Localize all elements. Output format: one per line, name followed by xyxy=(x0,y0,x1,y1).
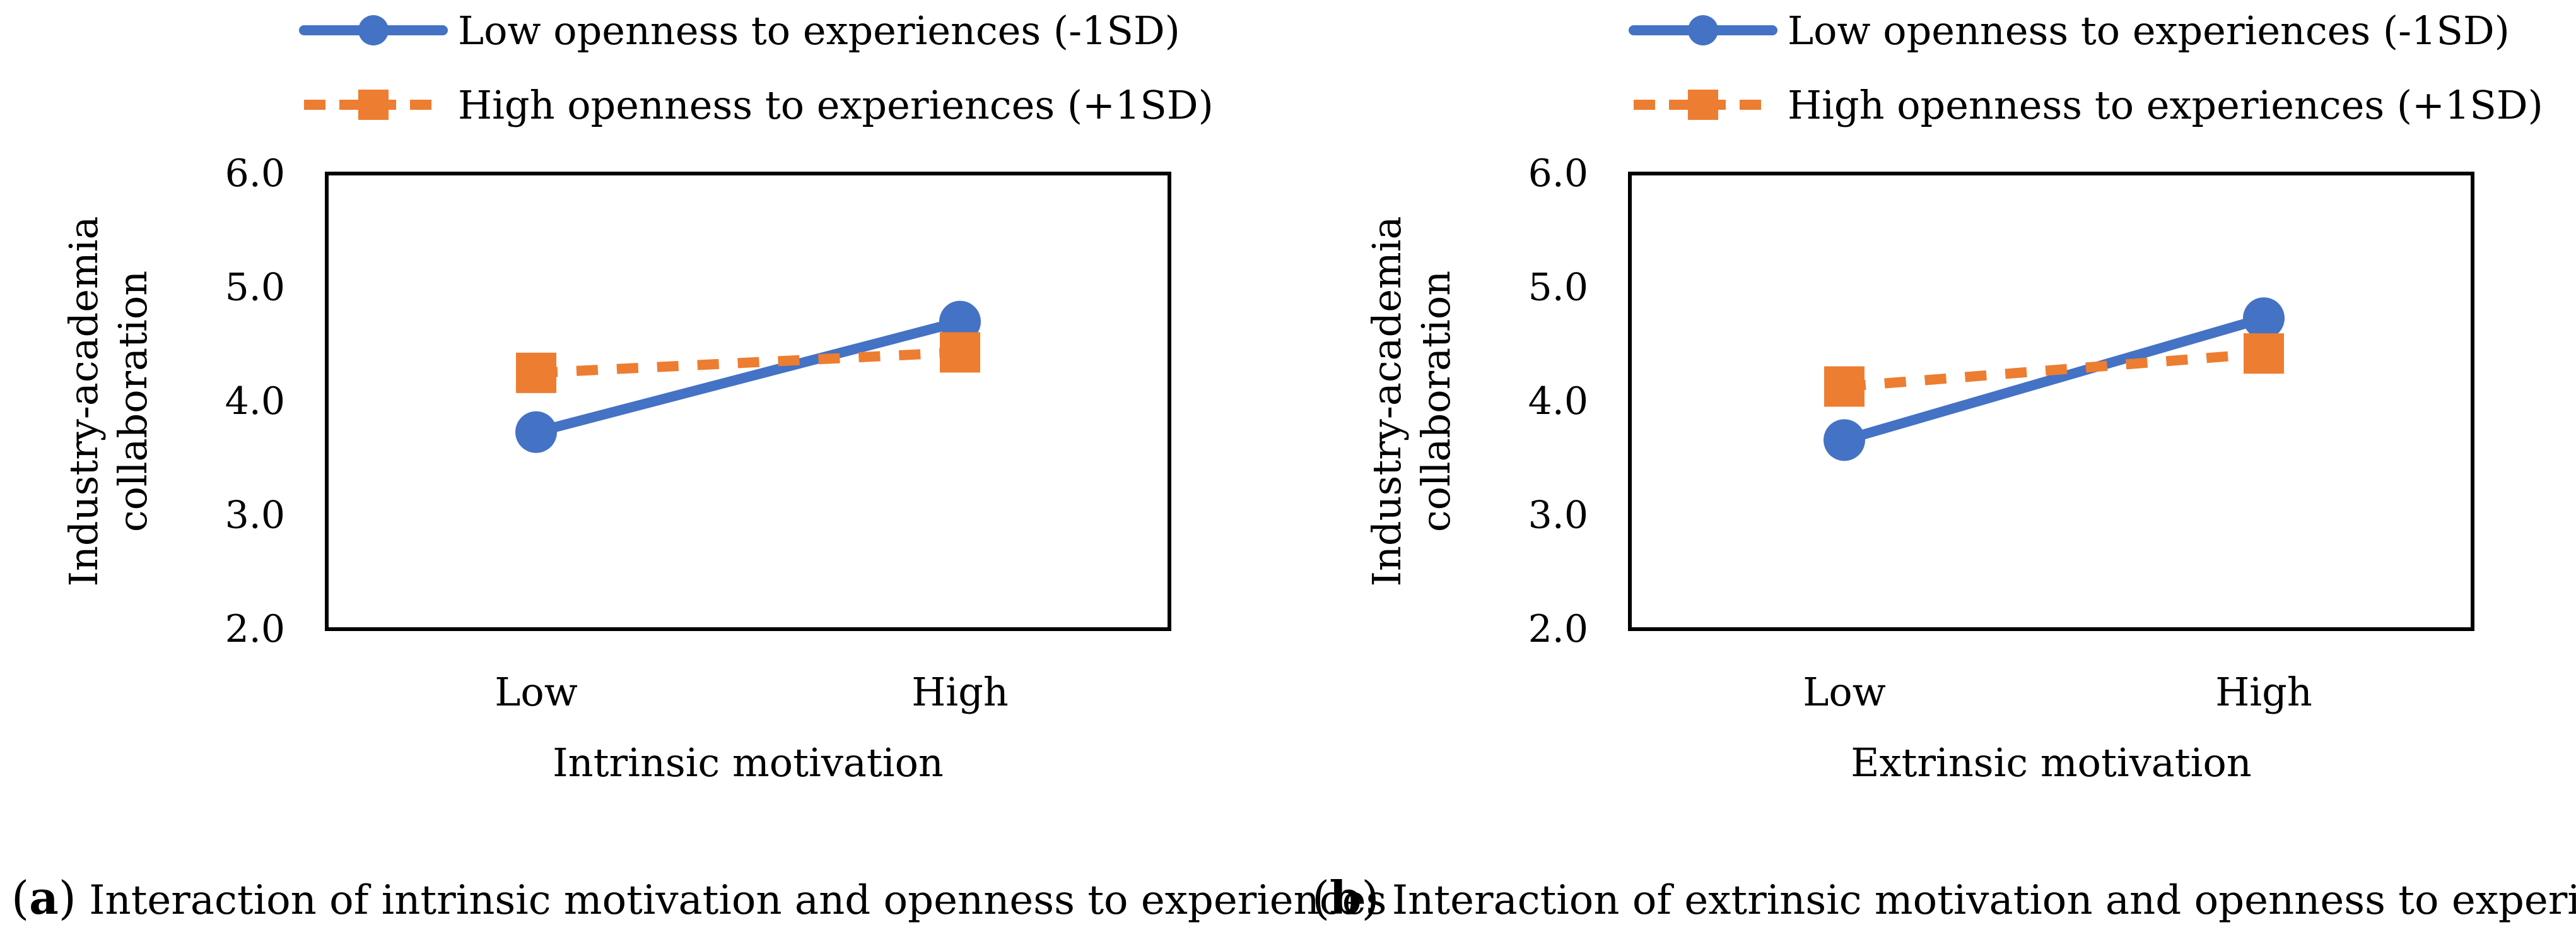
chart-b-plot-frame xyxy=(1628,172,2474,631)
chart-b-y-axis-title-line-2: collaboration xyxy=(1413,271,1459,532)
chart-b-series-high-line xyxy=(1844,348,2264,392)
chart-b-ytick-label: 5.0 xyxy=(1528,266,1588,310)
chart-b-series-low-legend-label: Low openness to experiences (-1SD) xyxy=(1788,8,2510,54)
chart-a-series-low-point-low xyxy=(515,411,557,453)
chart-a-series-low-line xyxy=(531,316,965,437)
chart-a-series-high-legend-label: High openness to experiences (+1SD) xyxy=(458,82,1214,128)
chart-a-series-high-line xyxy=(536,347,961,378)
chart-a-series-high-point-high xyxy=(940,332,980,373)
chart-b-series-high-legend-marker xyxy=(1688,90,1718,120)
chart-b-ytick-label: 3.0 xyxy=(1528,493,1588,538)
chart-a-series-low-legend-label: Low openness to experiences (-1SD) xyxy=(458,8,1180,54)
caption-a-letter: a xyxy=(29,871,59,924)
chart-b-y-axis-title-line-1: Industry-academia xyxy=(1364,216,1410,586)
chart-b-series-low-legend-marker xyxy=(1688,15,1718,45)
chart-b-xtick-label-high: High xyxy=(2215,669,2312,715)
chart-a-ytick-label: 4.0 xyxy=(225,379,285,423)
chart-a-series-high-point-low xyxy=(516,352,556,393)
caption-b-text: Interaction of extrinsic motivation and … xyxy=(1391,877,2576,924)
chart-b-x-axis-title: Extrinsic motivation xyxy=(1851,740,2251,786)
chart-b-ytick-label: 6.0 xyxy=(1528,151,1588,196)
chart-a-plot-frame xyxy=(325,172,1171,631)
chart-b-series-high-legend-label: High openness to experiences (+1SD) xyxy=(1788,82,2543,128)
chart-a-series-low-point-high xyxy=(939,300,981,343)
caption-b: (b) Interaction of extrinsic motivation … xyxy=(1312,870,2576,926)
caption-a-text: Interaction of intrinsic motivation and … xyxy=(89,877,1387,924)
chart-a-xtick-label-high: High xyxy=(911,669,1009,715)
chart-a-ytick-label: 3.0 xyxy=(225,493,285,538)
caption-b-letter: b xyxy=(1330,871,1362,924)
chart-b-series-low-line xyxy=(1839,313,2269,446)
chart-b-ytick-label: 2.0 xyxy=(1528,607,1588,651)
chart-b-series-high-point-high xyxy=(2244,333,2284,374)
chart-b-series-low-point-high xyxy=(2243,297,2285,340)
chart-a-ytick-label: 5.0 xyxy=(225,266,285,310)
chart-b-xtick-label-low: Low xyxy=(1803,669,1886,715)
caption-a: (a) Interaction of intrinsic motivation … xyxy=(11,871,1387,924)
chart-a-xtick-label-low: Low xyxy=(495,669,578,715)
chart-a-y-axis-title-line-2: collaboration xyxy=(110,271,156,532)
chart-a-series-low-legend-marker xyxy=(358,15,389,45)
chart-b-series-low-point-low xyxy=(1824,419,1865,461)
chart-a-x-axis-title: Intrinsic motivation xyxy=(553,740,944,786)
chart-a-y-axis-title-line-1: Industry-academia xyxy=(61,216,107,586)
chart-a-ytick-label: 2.0 xyxy=(225,607,285,651)
chart-a-ytick-label: 6.0 xyxy=(225,151,285,196)
chart-b-series-high-point-low xyxy=(1824,366,1865,407)
chart-a-series-high-legend-marker xyxy=(358,90,389,120)
chart-b-ytick-label: 4.0 xyxy=(1528,379,1588,423)
